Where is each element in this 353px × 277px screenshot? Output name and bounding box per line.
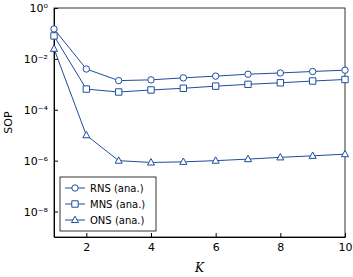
marker	[309, 68, 315, 74]
marker	[212, 83, 218, 89]
marker	[83, 131, 90, 137]
tick: 10⁰	[30, 2, 58, 15]
axis-line	[55, 237, 346, 238]
marker	[245, 81, 251, 87]
marker	[180, 85, 186, 91]
tick-mark	[345, 233, 346, 237]
marker	[342, 67, 348, 73]
legend-item: RNS (ana.)	[65, 183, 144, 194]
marker	[51, 33, 57, 39]
legend-label: MNS (ana.)	[90, 199, 145, 210]
y-axis-title: SOP	[2, 111, 15, 134]
marker	[50, 45, 57, 51]
legend-item: MNS (ana.)	[65, 199, 145, 210]
tick-label: 10	[339, 241, 353, 254]
marker	[277, 80, 283, 86]
tick: 6	[213, 233, 220, 254]
legend-label: ONS (ana.)	[90, 215, 145, 226]
marker	[148, 87, 154, 93]
marker	[309, 78, 315, 84]
series-line	[54, 36, 345, 92]
tick-label: 8	[277, 241, 284, 254]
marker	[212, 73, 218, 79]
marker	[147, 159, 154, 165]
tick-mark	[280, 233, 281, 237]
tick-mark	[216, 233, 217, 237]
tick: 4	[148, 233, 155, 254]
tick-label: 2	[83, 241, 90, 254]
tick-label: 10⁻⁸	[24, 206, 49, 219]
marker	[277, 70, 283, 76]
x-axis-title: K	[194, 261, 205, 275]
tick: 10	[339, 233, 353, 254]
marker	[51, 26, 57, 32]
tick-mark	[54, 161, 58, 162]
marker	[245, 71, 251, 77]
tick: 8	[277, 233, 284, 254]
tick-mark	[54, 212, 58, 213]
marker	[180, 75, 186, 81]
marker	[212, 157, 219, 163]
plot: 2 4 6 8 10 10⁰ 10⁻² 10⁻⁴ 10⁻⁶ 10⁻⁸ RNS (ana.) MNS (…	[24, 2, 353, 254]
marks	[50, 26, 348, 165]
series-line	[54, 49, 345, 163]
legend-marker	[72, 185, 78, 191]
tick-label: 6	[213, 241, 220, 254]
tick-label: 10⁻²	[24, 53, 48, 66]
tick: 10⁻⁸	[24, 206, 58, 219]
marker	[341, 150, 348, 156]
tick: 10⁻⁶	[24, 155, 58, 168]
y-axis: 10⁰ 10⁻² 10⁻⁴ 10⁻⁶ 10⁻⁸	[24, 2, 58, 237]
marker	[244, 155, 251, 161]
tick-label: 10⁻⁴	[24, 104, 49, 117]
marker	[342, 76, 348, 82]
marker	[115, 157, 122, 163]
legend-label: RNS (ana.)	[90, 183, 144, 194]
chart: 2 4 6 8 10 10⁰ 10⁻² 10⁻⁴ 10⁻⁶ 10⁻⁸ RNS (ana.) MNS (…	[0, 0, 353, 277]
tick-mark	[151, 233, 152, 237]
tick-label: 10⁰	[30, 2, 49, 15]
marker	[83, 86, 89, 92]
tick-mark	[54, 8, 58, 9]
axis-line	[54, 9, 55, 238]
marker	[83, 66, 89, 72]
marker	[115, 89, 121, 95]
legend: RNS (ana.) MNS (ana.) ONS (ana.)	[60, 177, 156, 231]
tick: 2	[83, 233, 90, 254]
tick-label: 10⁻⁶	[24, 155, 49, 168]
legend-marker	[72, 201, 78, 207]
tick-mark	[54, 110, 58, 111]
legend-marker	[71, 216, 78, 222]
marker	[277, 154, 284, 160]
x-axis: 2 4 6 8 10	[55, 233, 353, 254]
tick-label: 4	[148, 241, 155, 254]
legend-box	[60, 177, 156, 231]
tick: 10⁻⁴	[24, 104, 58, 117]
marker	[309, 152, 316, 158]
marker	[180, 158, 187, 164]
tick: 10⁻²	[24, 53, 58, 66]
marker	[148, 77, 154, 83]
plot-frame	[54, 8, 345, 237]
legend-item: ONS (ana.)	[65, 215, 145, 226]
marker	[115, 77, 121, 83]
series-line	[54, 29, 345, 81]
tick-mark	[86, 233, 87, 237]
